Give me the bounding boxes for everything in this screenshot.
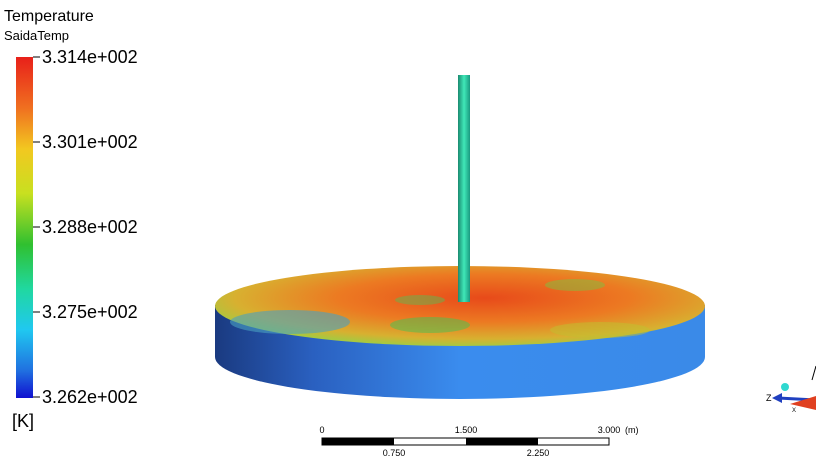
triad-axis — [812, 366, 816, 380]
legend-variable: SaidaTemp — [4, 28, 69, 43]
color-bar — [16, 57, 33, 398]
legend-tick: 3.275e+002 — [42, 302, 138, 322]
scale-bar: 0 1.500 3.000 (m) 0.750 2.250 — [319, 425, 638, 458]
scale-segment — [322, 438, 394, 445]
triad-origin — [781, 383, 789, 391]
cool-region — [230, 310, 350, 334]
legend-tick: 3.301e+002 — [42, 132, 138, 152]
legend-tick: 3.314e+002 — [42, 47, 138, 67]
cool-region — [390, 317, 470, 333]
triad-label: Z — [766, 393, 772, 403]
scale-label: 0.750 — [383, 448, 406, 458]
cool-region — [395, 295, 445, 305]
outlet-pipe — [458, 75, 470, 302]
triad-arrow — [772, 393, 782, 403]
scale-label: 2.250 — [527, 448, 550, 458]
triad-label: X — [792, 408, 796, 414]
model — [215, 75, 705, 399]
legend-tick: 3.288e+002 — [42, 217, 138, 237]
legend-title: Temperature — [4, 8, 94, 25]
scale-label: 1.500 — [455, 425, 478, 435]
legend-unit: [K] — [12, 411, 34, 431]
viewport: Temperature SaidaTemp 3.314e+002 3.301e+… — [0, 0, 816, 467]
viewer: Temperature SaidaTemp 3.314e+002 3.301e+… — [0, 0, 816, 467]
cool-region — [550, 322, 650, 338]
scale-segment — [466, 438, 538, 445]
cool-region — [545, 279, 605, 291]
scale-label: 0 — [319, 425, 324, 435]
scale-label: 3.000 — [598, 425, 621, 435]
scale-unit: (m) — [625, 425, 639, 435]
axis-triad: Z X — [766, 366, 816, 414]
legend-tick: 3.262e+002 — [42, 387, 138, 407]
legend-ticks: 3.314e+002 3.301e+002 3.288e+002 3.275e+… — [33, 47, 138, 407]
